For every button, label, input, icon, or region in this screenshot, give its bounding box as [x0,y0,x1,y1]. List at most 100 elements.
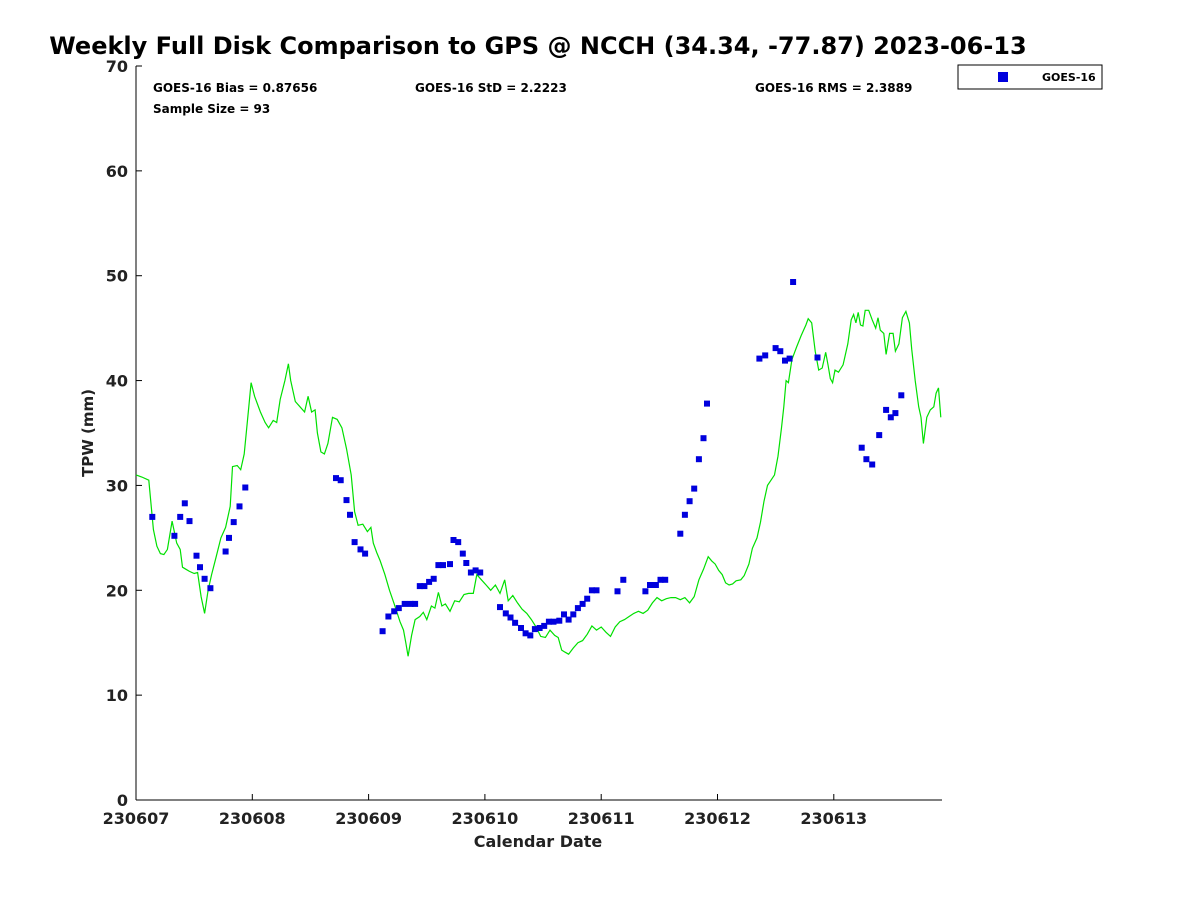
goes16-point [593,587,600,594]
legend-box [957,64,1103,90]
chart-title: Weekly Full Disk Comparison to GPS @ NCC… [49,32,1026,60]
goes16-point [686,498,693,505]
y-tick-label: 70 [106,57,128,76]
goes16-point [455,539,462,546]
goes16-point [201,575,208,582]
goes16-point [814,354,821,361]
goes16-point [550,618,557,625]
goes16-point [447,561,453,568]
goes16-point [531,626,538,633]
goes16-point [193,552,200,559]
goes16-point [497,604,503,611]
goes16-point [863,456,870,463]
goes16-point [416,583,423,590]
sample-size-stat: Sample Size = 93 [153,102,270,116]
goes16-point [561,611,567,618]
goes16-point [472,567,479,574]
goes16-point [379,628,386,635]
goes16-point [351,539,358,546]
goes16-point [421,583,428,590]
goes16-point [790,279,797,285]
goes16-point [459,550,466,557]
goes16-point [869,461,876,468]
goes16-point [518,625,524,631]
goes16-point [570,611,577,618]
x-tick-label: 230607 [103,809,170,828]
goes16-point [333,475,339,482]
goes16-point [430,575,437,582]
goes16-point [527,632,534,639]
goes16-point [149,513,156,520]
y-tick-label: 20 [106,581,128,600]
goes16-point [876,432,883,439]
y-tick-label: 0 [117,791,128,810]
goes16-point [588,587,595,594]
goes16-point [762,352,769,359]
goes16-point [858,444,865,451]
x-tick-label: 230613 [800,809,867,828]
y-tick-label: 10 [106,686,128,705]
goes16-point [426,578,433,585]
legend: GOES-16 [957,64,1103,90]
goes16-point [507,614,514,621]
goes16-point [677,530,684,537]
goes16-point [347,511,353,518]
goes16-point [230,519,237,526]
goes16-point [512,619,519,626]
goes16-point [435,562,442,569]
goes16-point [691,485,698,492]
goes16-point [772,345,779,352]
goes16-point [647,582,653,588]
goes16-point [536,625,543,631]
x-axis-ticks: 230607 230608 230609 230610 230611 230612 2306… [103,794,867,828]
y-tick-label: 50 [106,267,128,286]
goes16-point [171,532,178,539]
std-stat: GOES-16 StD = 2.2223 [415,81,567,95]
goes16-point [556,617,563,624]
goes16-point [662,576,669,583]
goes16-point [898,392,905,399]
goes16-point [786,355,793,362]
goes16-point [226,534,232,541]
goes16-point [502,610,509,617]
goes16-point [695,456,702,463]
goes16-point [236,503,243,510]
goes16-point [197,564,203,571]
goes16-point [207,585,214,592]
y-axis-label: TPW (mm) [79,389,97,477]
y-tick-label: 40 [106,372,128,391]
legend-goes16-label: GOES-16 [1042,71,1096,84]
goes16-point [892,410,899,417]
plot-area [135,66,942,801]
y-tick-label: 60 [106,162,128,181]
goes16-point [579,600,586,607]
x-tick-label: 230611 [568,809,635,828]
rms-stat: GOES-16 RMS = 2.3889 [755,81,912,95]
goes16-point [700,435,707,442]
goes16-point [704,400,710,407]
goes16-point [652,582,659,588]
goes16-point [450,537,457,543]
goes16-point [681,511,688,518]
x-tick-label: 230612 [684,809,751,828]
goes16-point [782,357,788,364]
x-tick-label: 230608 [219,809,286,828]
goes16-point [642,588,649,595]
goes16-point [407,600,414,607]
goes16-point [477,569,484,576]
x-tick-label: 230609 [335,809,402,828]
goes16-series [149,279,905,639]
goes16-point [181,500,188,507]
goes16-point [337,477,344,484]
goes16-point [620,576,627,583]
goes16-point [614,588,621,595]
goes16-point [584,595,591,602]
goes16-point [385,613,392,620]
goes16-point [463,560,470,566]
goes16-point [362,550,369,557]
goes16-point [242,484,249,491]
goes16-point [177,513,184,520]
goes16-point [222,548,229,555]
goes16-point [522,630,529,637]
